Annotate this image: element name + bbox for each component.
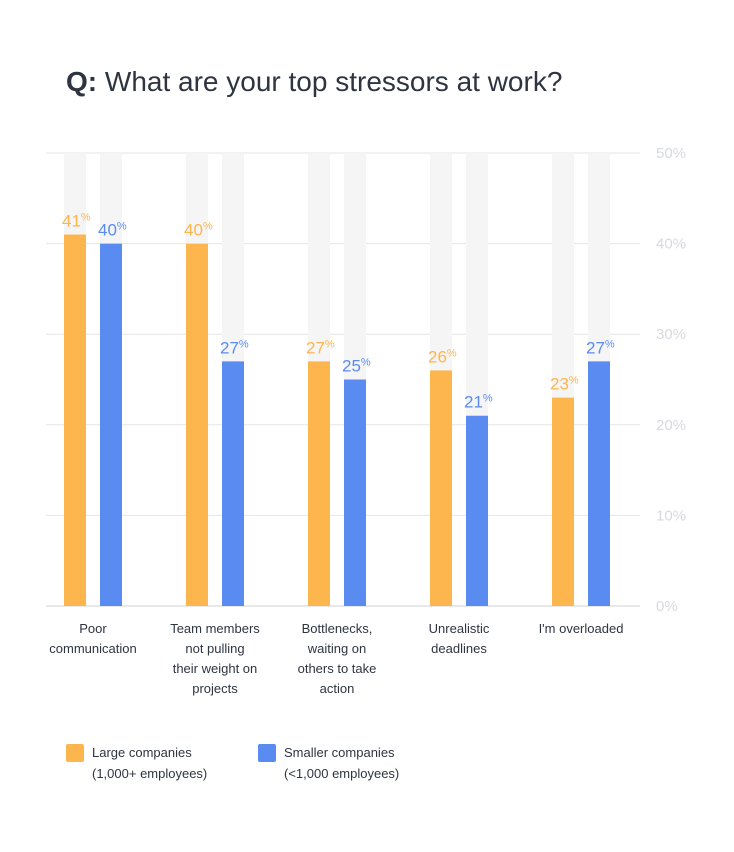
data-label: 23% [550, 375, 579, 394]
data-label: 40% [184, 221, 213, 240]
legend-label-small: Smaller companies [284, 745, 395, 760]
bar [186, 243, 208, 606]
bar [588, 361, 610, 606]
legend-swatch-small [258, 744, 276, 762]
y-tick-label: 10% [656, 507, 686, 524]
legend-sublabel-large: (1,000+ employees) [92, 766, 208, 781]
data-label: 27% [220, 338, 249, 357]
data-label: 40% [98, 221, 127, 240]
bar [466, 415, 488, 606]
bar [552, 397, 574, 606]
data-label: 21% [464, 393, 493, 412]
title-prefix: Q: [66, 66, 98, 97]
bar [222, 361, 244, 606]
legend-sublabel-small: (<1,000 employees) [284, 766, 400, 781]
legend-item-large: Large companies (1,000+ employees) [66, 742, 207, 784]
bar [100, 243, 122, 606]
title-text: What are your top stressors at work? [104, 66, 563, 97]
legend-label-large: Large companies [92, 745, 192, 760]
bar [308, 361, 330, 606]
data-label: 41% [62, 212, 91, 231]
x-tick-label: Team members not pulling their weight on pr… [170, 621, 260, 696]
x-tick-label: Unrealistic deadlines [429, 621, 490, 656]
bar [64, 234, 86, 607]
bar [344, 379, 366, 606]
data-label: 27% [306, 338, 335, 357]
x-tick-label: I'm overloaded [539, 621, 624, 636]
y-tick-label: 0% [656, 598, 678, 615]
legend-item-small: Smaller companies (<1,000 employees) [258, 742, 399, 784]
x-tick-label: Bottlenecks, waiting on others to take acti… [298, 621, 377, 696]
data-label: 26% [428, 347, 457, 366]
y-tick-label: 50% [656, 145, 686, 162]
chart-title: Q: What are your top stressors at work? [66, 66, 562, 98]
y-tick-label: 20% [656, 417, 686, 434]
x-tick-label: Poor communication [49, 621, 136, 656]
data-label: 25% [342, 357, 371, 376]
y-tick-label: 30% [656, 326, 686, 343]
bar [430, 370, 452, 606]
data-label: 27% [586, 338, 615, 357]
legend-swatch-large [66, 744, 84, 762]
y-tick-label: 40% [656, 236, 686, 253]
